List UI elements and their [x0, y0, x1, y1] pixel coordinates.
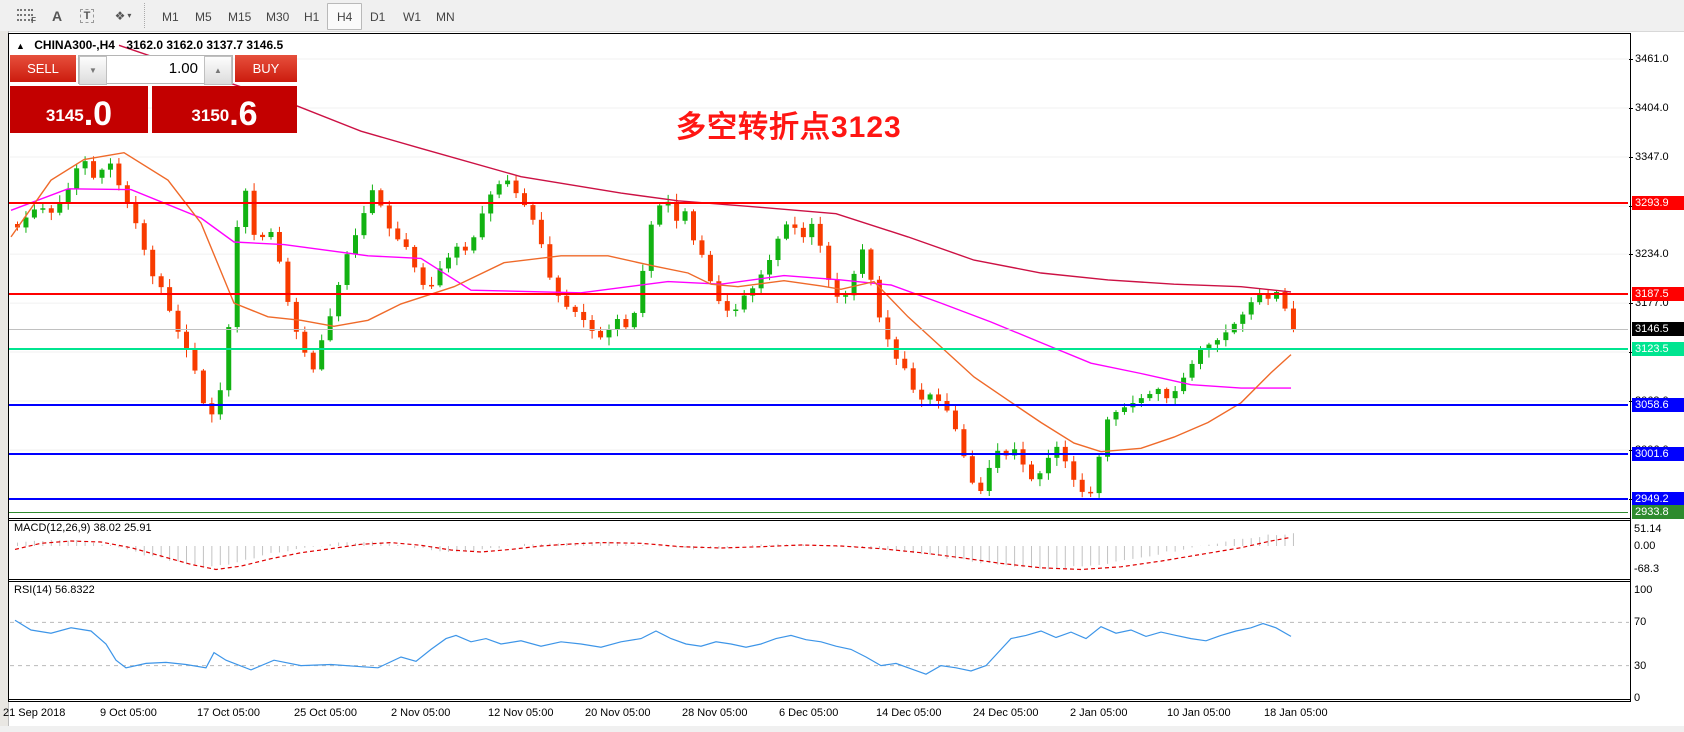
time-axis-label: 2 Jan 05:00 — [1070, 707, 1128, 719]
toolbar: F A T ❖ ▾ M1 M5 M15 M30 H1 H4 D1 W1 MN — [0, 0, 1684, 32]
timeframe-button-h4[interactable]: H4 — [327, 3, 363, 30]
indicators-icon[interactable]: F — [14, 4, 40, 27]
volume-up-button[interactable]: ▲ — [204, 56, 232, 85]
time-axis-label: 20 Nov 05:00 — [585, 707, 651, 719]
sell-price-box[interactable]: 3145 .0 — [10, 86, 148, 133]
rsi-axis-label: 70 — [1634, 616, 1647, 629]
rsi-axis-label: 100 — [1634, 584, 1653, 596]
price-tick-mark — [1629, 59, 1633, 60]
timeframe-button-m30[interactable]: M30 — [266, 9, 290, 24]
macd-label: MACD(12,26,9) 38.02 25.91 — [14, 522, 152, 534]
level-line-3001.6[interactable] — [9, 452, 1628, 455]
rsi-panel-svg — [10, 619, 1629, 675]
text-box-icon[interactable]: T — [74, 4, 100, 27]
sell-button[interactable]: SELL — [10, 55, 76, 82]
price-level-label: 3146.5 — [1632, 322, 1684, 337]
timeframe-button-h1[interactable]: H1 — [304, 9, 320, 24]
timeframe-button-w1[interactable]: W1 — [403, 9, 421, 24]
buy-price-box[interactable]: 3150 .6 — [152, 86, 297, 133]
time-axis-label: 17 Oct 05:00 — [197, 707, 260, 719]
macd-axis-label: 0.00 — [1634, 540, 1656, 552]
time-axis-label: 24 Dec 05:00 — [973, 707, 1039, 719]
level-line-3293.9[interactable] — [9, 201, 1628, 204]
level-line-2933.8[interactable] — [9, 511, 1628, 513]
time-axis-label: 6 Dec 05:00 — [779, 707, 839, 719]
time-axis-label: 21 Sep 2018 — [3, 707, 66, 719]
price-tick-mark — [1629, 499, 1633, 500]
timeframe-button-m1[interactable]: M1 — [162, 9, 179, 24]
chart-annotation-text: 多空转折点3123 — [676, 111, 902, 144]
price-level-label: 3187.5 — [1632, 287, 1684, 302]
price-level-label: 3058.6 — [1632, 397, 1684, 412]
panel-separator — [8, 579, 1630, 580]
price-tick-mark — [1629, 450, 1633, 452]
price-level-label: 3001.6 — [1632, 446, 1684, 461]
chart-area-border — [8, 33, 1631, 702]
panel-separator — [8, 518, 1630, 519]
price-tick-mark — [1629, 401, 1633, 403]
panel-separator — [8, 520, 1630, 521]
buy-price-main: 3150 — [191, 106, 230, 125]
timeframe-button-m5[interactable]: M5 — [195, 9, 212, 24]
price-tick-mark — [1629, 156, 1633, 158]
price-level-label: 3293.9 — [1632, 195, 1684, 210]
level-line-3123.5[interactable] — [9, 348, 1628, 351]
price-tick-mark — [1629, 303, 1633, 305]
volume-input[interactable]: 1.00 — [168, 60, 198, 77]
sell-price-main: 3145 — [45, 106, 84, 125]
price-tick-label: 3234.0 — [1635, 248, 1669, 261]
buy-price-big: .6 — [229, 95, 258, 133]
collapse-triangle-icon[interactable]: ▲ — [16, 41, 25, 51]
time-axis-label: 18 Jan 05:00 — [1264, 707, 1328, 719]
timeframe-button-mn[interactable]: MN — [436, 9, 455, 24]
level-line-2949.2[interactable] — [9, 497, 1628, 500]
rsi-axis-label: 30 — [1634, 659, 1647, 672]
price-tick-label: 3461.0 — [1635, 53, 1669, 65]
time-axis-label: 2 Nov 05:00 — [391, 707, 451, 719]
level-line-3146.5[interactable] — [9, 328, 1628, 330]
price-tick-mark — [1629, 107, 1633, 109]
time-axis-label: 12 Nov 05:00 — [488, 707, 554, 719]
timeframe-button-m15[interactable]: M15 — [228, 9, 252, 24]
price-tick-label: 3404.0 — [1635, 101, 1669, 114]
price-tick-mark — [1629, 254, 1633, 256]
price-level-label: 2949.2 — [1632, 491, 1684, 506]
macd-axis-label: 51.14 — [1634, 522, 1662, 535]
volume-down-button[interactable]: ▼ — [79, 56, 107, 85]
macd-panel-svg — [14, 533, 1294, 571]
toolbar-separator — [144, 3, 146, 28]
time-axis-label: 9 Oct 05:00 — [100, 707, 157, 719]
rsi-axis-label: 0 — [1634, 692, 1641, 704]
chart-title: ▲ CHINA300-,H4 3162.0 3162.0 3137.7 3146… — [16, 38, 283, 52]
buy-button[interactable]: BUY — [235, 55, 297, 82]
time-axis-label: 28 Nov 05:00 — [682, 707, 748, 719]
sell-price-big: .0 — [83, 95, 113, 133]
panel-separator — [8, 581, 1630, 582]
shapes-icon[interactable]: ❖ ▾ — [114, 8, 132, 23]
window-bottom-strip — [0, 726, 1684, 732]
one-click-trade-panel: SELL ▼ 1.00 ▲ BUY 3145 .0 3150 .6 — [10, 55, 297, 133]
symbol-period-label: CHINA300-,H4 — [34, 38, 115, 52]
price-tick-label: 3347.0 — [1635, 150, 1669, 163]
rsi-label: RSI(14) 56.8322 — [14, 584, 95, 596]
ohlc-values: 3162.0 3162.0 3137.7 3146.5 — [126, 38, 284, 52]
time-axis-label: 14 Dec 05:00 — [876, 707, 942, 719]
time-axis-label: 10 Jan 05:00 — [1167, 707, 1231, 719]
price-level-label: 2933.8 — [1632, 505, 1684, 520]
level-line-3187.5[interactable] — [9, 293, 1628, 296]
level-line-3058.6[interactable] — [9, 403, 1628, 406]
chart-bottom-border — [8, 699, 1630, 700]
volume-spinner: ▼ 1.00 ▲ — [78, 55, 233, 85]
time-axis-label: 25 Oct 05:00 — [294, 707, 357, 719]
timeframe-button-d1[interactable]: D1 — [370, 9, 386, 24]
price-tick-mark — [1629, 352, 1633, 354]
macd-axis-label: -68.3 — [1634, 562, 1660, 575]
text-label-icon[interactable]: A — [51, 7, 63, 24]
price-level-label: 3123.5 — [1632, 342, 1684, 357]
price-tick-mark — [1629, 205, 1633, 207]
